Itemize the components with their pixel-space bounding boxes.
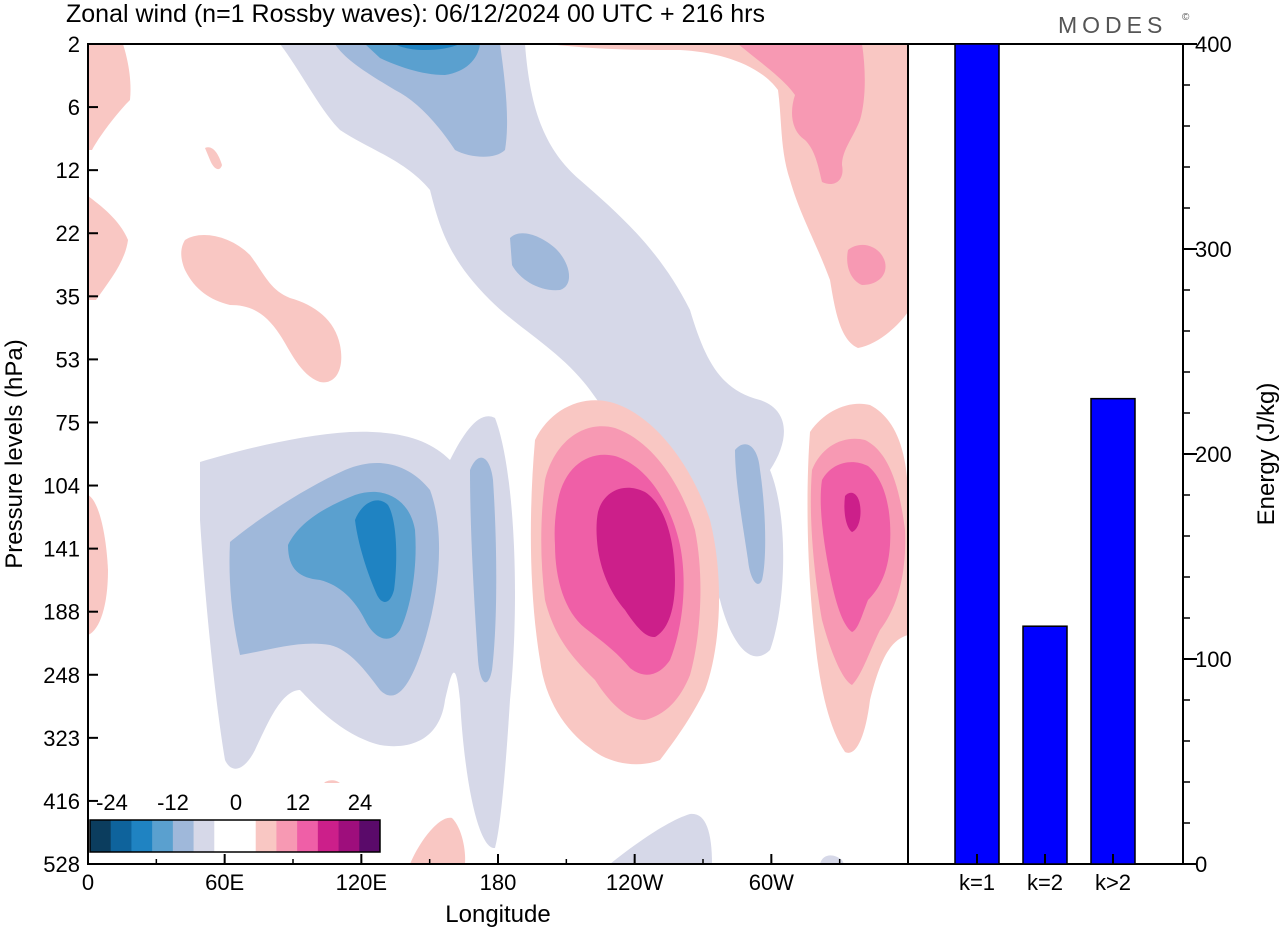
pressure-axis: 2 6 12 22 35 53 75 104 141 188 248 323 416 528 [43, 32, 98, 877]
contour-positive-strong-right [844, 492, 861, 532]
contour-positive-medium-right [820, 462, 891, 632]
y-tick-label: 22 [56, 221, 80, 246]
y-tick-label: 53 [56, 347, 80, 372]
bar-category-label: k>2 [1095, 870, 1131, 895]
colorbar-swatch [110, 820, 132, 852]
contour-positive-weak-left-lower [88, 495, 108, 635]
energy-tick-label: 200 [1195, 442, 1232, 467]
contour-positive-moderate-top-right [738, 44, 865, 185]
y-tick-label: 416 [43, 789, 80, 814]
energy-tick-label: 0 [1195, 852, 1207, 877]
energy-tick-label: 100 [1195, 647, 1232, 672]
y-tick-label: 528 [43, 852, 80, 877]
contour-negative-weak-upper [280, 44, 784, 657]
y-tick-label: 75 [56, 410, 80, 435]
colorbar-swatch [338, 820, 360, 852]
chart-title: Zonal wind (n=1 Rossby waves): 06/12/202… [66, 0, 765, 28]
y-tick-label: 141 [43, 537, 80, 562]
contour-positive-weak-left-top [88, 44, 131, 150]
colorbar-swatch [317, 820, 340, 852]
y-tick-label: 12 [56, 158, 80, 183]
x-axis-label: Longitude [445, 901, 550, 928]
energy-bars [954, 43, 1136, 865]
contour-negative-weak-bottom-2 [820, 855, 844, 864]
contour-negative-weak-bottom-1 [610, 813, 712, 864]
bar-category-label: k=1 [959, 870, 995, 895]
wavenumber-axis: k=1 k=2 k>2 [959, 854, 1131, 895]
colorbar-swatch [214, 820, 236, 852]
contour-negative-moderate-strip-1 [470, 457, 497, 683]
colorbar-swatch [276, 820, 298, 852]
colorbar-swatch [235, 820, 257, 852]
y-tick-label: 188 [43, 600, 80, 625]
colorbar-swatch [297, 820, 319, 852]
brand-logo: MODES [1058, 12, 1167, 38]
contour-negative-strong-core [355, 500, 397, 602]
energy-axis-label: Energy (J/kg) [1253, 383, 1280, 526]
contour-negative-moderate-strip-2 [735, 444, 766, 584]
colorbar-label: 24 [348, 790, 372, 815]
colorbar-swatch [152, 820, 174, 852]
y-tick-label: 323 [43, 726, 80, 751]
contour-positive-strong-center [596, 487, 675, 638]
colorbar-swatch [359, 820, 381, 852]
x-tick-label: 180 [480, 870, 517, 895]
x-tick-label: 60E [205, 870, 244, 895]
contour-negative-moderate-mid [510, 233, 570, 291]
energy-axis: 0 100 200 300 400 [1183, 32, 1232, 877]
y-tick-label: 248 [43, 663, 80, 688]
x-tick-label: 120E [336, 870, 387, 895]
y-axis-label: Pressure levels (hPa) [1, 339, 28, 568]
x-tick-label: 0 [82, 870, 94, 895]
contour-positive-moderate-mid-right [847, 244, 886, 285]
contour-positive-weak-bottom-2 [410, 817, 466, 864]
energy-bar [1090, 397, 1136, 865]
energy-bar [1022, 625, 1068, 865]
colorbar-labels: -24 -12 0 12 24 [96, 790, 372, 815]
y-tick-label: 2 [68, 32, 80, 57]
colorbar-swatch [172, 820, 195, 852]
contour-positive-weak-left-mid [88, 196, 128, 300]
energy-tick-label: 400 [1195, 32, 1232, 57]
colorbar-swatch [193, 820, 215, 852]
bar-category-label: k=2 [1027, 870, 1063, 895]
colorbar-outline [89, 819, 381, 853]
y-tick-label: 6 [68, 95, 80, 120]
longitude-axis: 0 60E 120E 180 120W 60W [82, 854, 841, 895]
contour-positive-weak-upper-blob [181, 235, 342, 383]
colorbar-swatch [255, 820, 277, 852]
colorbar-label: 12 [286, 790, 310, 815]
colorbar [89, 819, 381, 853]
x-tick-label: 120W [606, 870, 664, 895]
contour-negative-strong-upper [395, 44, 460, 50]
energy-tick-label: 300 [1195, 237, 1232, 262]
y-tick-label: 104 [43, 474, 80, 499]
y-tick-label: 35 [56, 284, 80, 309]
contour-positive-weak-speck [205, 147, 222, 170]
brand-copyright-mark: © [1182, 12, 1190, 23]
colorbar-label: -12 [157, 790, 189, 815]
contour-plot [88, 44, 908, 864]
energy-bar [954, 43, 1000, 865]
colorbar-swatch [90, 820, 112, 852]
colorbar-label: 0 [230, 790, 242, 815]
x-tick-label: 60W [749, 870, 794, 895]
colorbar-label: -24 [96, 790, 128, 815]
contour-negative-medium-upper [365, 44, 480, 75]
contour-negative-moderate-upper [335, 44, 508, 157]
colorbar-swatch [131, 820, 153, 852]
